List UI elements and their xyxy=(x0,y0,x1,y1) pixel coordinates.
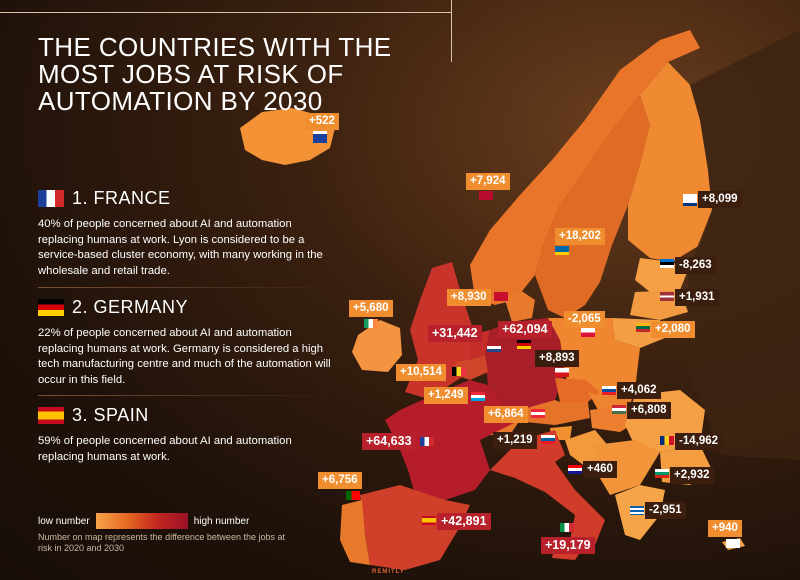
label-iceland: +522 xyxy=(305,113,339,130)
label-italy: +19,179 xyxy=(541,537,595,554)
ireland-shape xyxy=(352,320,402,372)
germany-flag-icon xyxy=(38,299,64,316)
label-france: +64,633 xyxy=(362,433,416,450)
spain-flag-icon xyxy=(422,516,436,525)
lithuania-flag-icon xyxy=(636,323,650,332)
divider xyxy=(38,395,338,396)
frame-line-horizontal xyxy=(0,12,451,13)
eastern-land-shape xyxy=(680,30,800,460)
label-luxembourg: +1,249 xyxy=(424,387,468,404)
label-spain: +42,891 xyxy=(437,513,491,530)
label-croatia: +460 xyxy=(583,461,617,478)
italy-flag-icon xyxy=(560,523,574,532)
section-spain: 3. SPAIN 59% of people concerned about A… xyxy=(38,405,338,465)
portugal-shape xyxy=(340,500,370,565)
iceland-flag-icon xyxy=(313,131,327,143)
hungary-flag-icon xyxy=(612,405,626,414)
label-poland: -2,065 xyxy=(564,311,605,328)
norway-shape xyxy=(470,30,700,305)
denmark-flag-icon xyxy=(494,292,508,301)
section-germany: 2. GERMANY 22% of people concerned about… xyxy=(38,297,338,388)
label-slovenia: +1,219 xyxy=(493,432,537,449)
estonia-flag-icon xyxy=(660,259,674,268)
section-text: 40% of people concerned about AI and aut… xyxy=(38,218,323,277)
label-austria: +6,864 xyxy=(484,406,528,423)
label-finland: +8,099 xyxy=(698,191,742,208)
section-heading: 1. FRANCE xyxy=(72,188,171,208)
czechia-flag-icon xyxy=(555,368,569,377)
label-uk: +31,442 xyxy=(428,325,482,342)
label-sweden: +18,202 xyxy=(555,228,605,245)
spain-flag-icon xyxy=(38,407,64,424)
germany-shape xyxy=(485,318,565,410)
cyprus-flag-icon xyxy=(726,539,740,548)
label-belgium: +10,514 xyxy=(396,364,446,381)
section-header: 1. FRANCE xyxy=(38,188,338,209)
label-romania: -14,962 xyxy=(675,433,723,450)
denmark-shape xyxy=(505,290,535,322)
austria-shape xyxy=(520,400,590,425)
czechia-shape xyxy=(555,378,600,402)
frame-line-vertical xyxy=(451,0,452,62)
finland-flag-icon xyxy=(683,194,697,206)
norway-flag-icon xyxy=(479,191,493,200)
romania-flag-icon xyxy=(660,436,674,445)
france-flag-icon xyxy=(420,437,434,446)
legend: low number high number xyxy=(38,513,249,529)
estonia-shape xyxy=(635,258,688,292)
label-norway: +7,924 xyxy=(466,173,510,190)
poland-flag-icon xyxy=(581,328,595,337)
slovenia-flag-icon xyxy=(541,435,555,444)
brand-logo: REMITLY xyxy=(372,569,405,575)
label-ireland: +5,680 xyxy=(349,300,393,317)
croatia-flag-icon xyxy=(568,465,582,474)
section-heading: 3. SPAIN xyxy=(72,405,149,425)
label-lithuania: +2,080 xyxy=(651,321,695,338)
label-greece: -2,951 xyxy=(645,502,686,519)
section-text: 59% of people concerned about AI and aut… xyxy=(38,435,292,463)
greece-flag-icon xyxy=(630,506,644,515)
poland-shape xyxy=(548,318,640,398)
section-heading: 2. GERMANY xyxy=(72,297,189,317)
label-germany: +62,094 xyxy=(498,321,552,338)
label-slovakia: +4,062 xyxy=(617,382,661,399)
legend-low-label: low number xyxy=(38,515,90,527)
section-header: 2. GERMANY xyxy=(38,297,338,318)
sweden-flag-icon xyxy=(555,246,569,255)
label-estonia: -8,263 xyxy=(675,257,716,274)
sweden-shape xyxy=(535,95,650,318)
netherlands-flag-icon xyxy=(487,343,501,352)
france-flag-icon xyxy=(38,190,64,207)
label-bulgaria: +2,932 xyxy=(670,467,714,484)
legend-gradient xyxy=(95,513,188,529)
bulgaria-flag-icon xyxy=(655,469,669,478)
austria-flag-icon xyxy=(531,409,545,418)
latvia-flag-icon xyxy=(660,292,674,301)
italy-shape xyxy=(490,430,605,545)
finland-shape xyxy=(628,62,712,262)
luxembourg-flag-icon xyxy=(471,392,485,401)
belgium-flag-icon xyxy=(452,367,466,376)
portugal-flag-icon xyxy=(346,491,360,500)
germany-flag-icon xyxy=(517,340,531,349)
ireland-flag-icon xyxy=(364,319,378,328)
section-header: 3. SPAIN xyxy=(38,405,338,426)
balkans-shape xyxy=(595,440,660,495)
label-cyprus: +940 xyxy=(708,520,742,537)
section-france: 1. FRANCE 40% of people concerned about … xyxy=(38,188,338,279)
label-latvia: +1,931 xyxy=(675,289,719,306)
label-portugal: +6,756 xyxy=(318,472,362,489)
slovakia-flag-icon xyxy=(602,386,616,395)
section-text: 22% of people concerned about AI and aut… xyxy=(38,327,331,386)
spain-shape xyxy=(360,485,470,570)
legend-note: Number on map represents the difference … xyxy=(38,532,285,553)
label-denmark: +8,930 xyxy=(447,289,491,306)
divider xyxy=(38,287,338,288)
label-hungary: +6,808 xyxy=(627,402,671,419)
legend-high-label: high number xyxy=(193,515,250,527)
label-czechia: +8,893 xyxy=(535,350,579,367)
page-title: THE COUNTRIES WITH THE MOST JOBS AT RISK… xyxy=(38,32,392,116)
